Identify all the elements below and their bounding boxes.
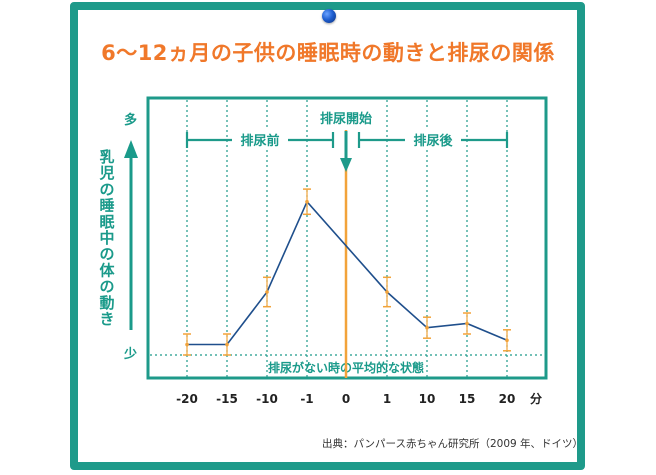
data-point bbox=[385, 290, 389, 294]
x-tick-label: -20 bbox=[176, 392, 198, 406]
data-point bbox=[305, 199, 309, 204]
y-bottom-label: 少 bbox=[123, 346, 137, 362]
data-point bbox=[465, 321, 469, 326]
phase-brackets: 排尿前 排尿後 bbox=[185, 130, 509, 150]
error-bars bbox=[183, 188, 511, 356]
x-tick-label: 20 bbox=[499, 392, 516, 406]
phase-label-bg-0 bbox=[232, 130, 288, 150]
series-line bbox=[187, 200, 508, 346]
phase-label-0: 排尿前 bbox=[240, 133, 279, 149]
x-tick-label: 0 bbox=[342, 392, 350, 406]
x-tick-label: -15 bbox=[216, 392, 238, 406]
data-point bbox=[505, 338, 509, 343]
y-axis-arrowhead bbox=[124, 140, 138, 158]
data-point bbox=[185, 342, 189, 347]
error-bar-10 bbox=[423, 316, 431, 339]
x-tick-label: 1 bbox=[383, 392, 391, 406]
x-tick-label: -1 bbox=[300, 392, 313, 406]
y-top-label: 多 bbox=[124, 112, 137, 128]
error-bar-15 bbox=[463, 312, 471, 335]
data-point bbox=[225, 342, 229, 347]
error-bar--15 bbox=[223, 333, 231, 356]
source-note: 出典：パンパース赤ちゃん研究所（2009 年、ドイツ） bbox=[322, 438, 584, 450]
marker-arrowhead bbox=[340, 158, 352, 172]
phase-label-bg-1 bbox=[405, 130, 461, 150]
error-bar--1 bbox=[303, 188, 311, 216]
marker-label-bg bbox=[313, 108, 379, 128]
phase-label-1: 排尿後 bbox=[413, 133, 453, 149]
pushpin-icon bbox=[322, 9, 336, 23]
data-point bbox=[265, 290, 269, 294]
x-tick-label: -10 bbox=[256, 392, 278, 406]
marker-label: 排尿開始 bbox=[320, 111, 372, 127]
x-unit-label: 分 bbox=[530, 391, 542, 406]
chart-board bbox=[70, 2, 585, 470]
y-axis-label: 乳児の睡眠中の体の動き bbox=[98, 148, 115, 328]
chart-title: 6〜12ヵ月の子供の睡眠時の動きと排尿の関係 bbox=[101, 41, 555, 65]
urination-start-marker: 排尿開始 bbox=[313, 108, 379, 378]
x-tick-label: 10 bbox=[419, 392, 436, 406]
error-bar-20 bbox=[503, 329, 511, 352]
data-point bbox=[425, 325, 429, 330]
series-line-group bbox=[187, 200, 508, 346]
error-bar-1 bbox=[383, 276, 391, 308]
error-bar--20 bbox=[183, 333, 191, 356]
x-tick-labels: -20 -15 -10 -1 0 1 10 15 20 bbox=[176, 392, 515, 406]
x-tick-label: 15 bbox=[459, 392, 476, 406]
error-bar--10 bbox=[263, 276, 271, 308]
